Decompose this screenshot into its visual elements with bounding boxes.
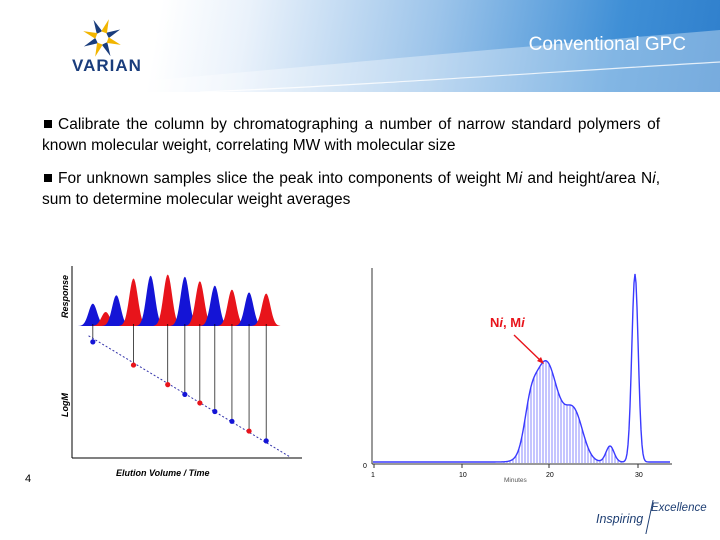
standard-peak-blue — [78, 303, 108, 326]
page-number: 4 — [25, 473, 32, 485]
calibration-curve — [88, 335, 290, 458]
standard-peak-blue — [136, 275, 166, 326]
standard-peak-blue — [234, 292, 264, 326]
slide-title: Conventional GPC — [528, 34, 686, 55]
calibration-point — [212, 408, 218, 415]
y-tick-label: 0 — [363, 463, 367, 470]
calibration-point — [130, 362, 137, 368]
calibration-point — [263, 438, 269, 444]
bullet-text-italic: i — [518, 170, 523, 187]
calibration-point — [246, 428, 252, 434]
x-tick-label: 1 — [371, 472, 375, 479]
chromatogram-trace — [373, 273, 670, 463]
y-axis-label-response: Response — [60, 275, 70, 318]
calibration-point — [229, 418, 235, 424]
x-tick-label: 30 — [635, 472, 643, 479]
tagline-excellence: Excellence — [651, 502, 707, 514]
calibration-chart: Response LogM Elution Volume / Time — [60, 266, 302, 478]
standard-peak-red — [251, 293, 281, 326]
calibration-point — [182, 391, 188, 398]
x-tick-label: 10 — [459, 472, 467, 479]
sample-chromatogram-chart: 0 1 10 20 30 Minutes Ni, Mi — [363, 268, 672, 484]
calibration-point — [197, 400, 203, 406]
bullet-square-icon — [44, 120, 52, 129]
bullet-square-icon — [44, 174, 52, 183]
inspiring-excellence-logo: Inspiring Excellence — [596, 498, 716, 538]
varian-starburst-logo-icon — [83, 19, 121, 57]
x-axis-label: Elution Volume / Time — [116, 468, 210, 478]
bullet-unknown-samples: For unknown samples slice the peak into … — [42, 168, 660, 210]
standard-peak-red — [153, 274, 183, 326]
standard-peak-red — [185, 281, 215, 326]
header-band — [0, 0, 720, 92]
standard-peak-blue — [170, 276, 200, 326]
header-swoosh — [0, 30, 720, 92]
calibration-point — [165, 382, 171, 388]
bullet-calibrate: Calibrate the column by chromatographing… — [42, 114, 660, 156]
x-axis-label: Minutes — [504, 477, 528, 484]
standard-peak-blue — [101, 295, 131, 326]
tagline-inspiring: Inspiring — [596, 512, 644, 526]
logo-text: VARIAN — [72, 56, 142, 75]
bullet-text-part: and height/area N — [522, 170, 653, 187]
bullet-text-italic: i — [652, 170, 656, 187]
bullet-text-part: , sum to determine molecular weight aver… — [42, 170, 660, 208]
ni-mi-annotation: Ni, Mi — [490, 315, 525, 330]
calibration-point — [90, 339, 96, 345]
x-tick-label: 20 — [546, 472, 554, 479]
standard-peak-red — [119, 278, 148, 326]
bullet-text-part: For unknown samples slice the peak into … — [58, 170, 519, 187]
bullet-text: Calibrate the column by chromatographing… — [42, 116, 660, 154]
standard-peak-blue — [200, 285, 230, 326]
y-axis-label-logm: LogM — [60, 393, 70, 417]
annotation-arrow — [513, 334, 543, 363]
standard-peak-red — [217, 289, 247, 326]
calibration-axes — [71, 266, 302, 459]
standard-peak-red — [91, 312, 121, 326]
annotation-arrowhead — [537, 357, 544, 364]
